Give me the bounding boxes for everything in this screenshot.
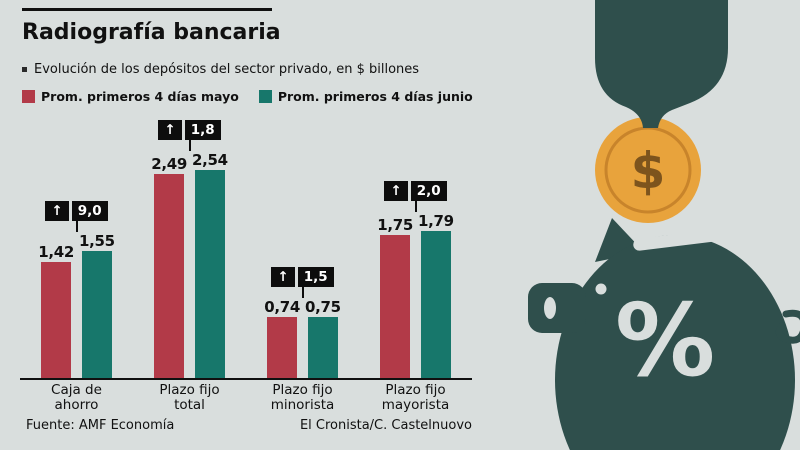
arrow-up-icon: ↑ xyxy=(271,266,295,287)
change-value: 9,0 xyxy=(71,200,108,221)
subtitle-text: Evolución de los depósitos del sector pr… xyxy=(34,62,420,77)
bar xyxy=(420,231,451,378)
change-badge: ↑ 1,8 xyxy=(158,119,221,140)
badge-connector xyxy=(301,286,304,298)
bar-value-label: 2,54 xyxy=(192,150,228,169)
legend-label-mayo: Prom. primeros 4 días mayo xyxy=(41,89,239,104)
legend-swatch-mayo-icon xyxy=(22,90,35,103)
change-value: 1,5 xyxy=(297,266,334,287)
legend-item-junio: Prom. primeros 4 días junio xyxy=(258,89,473,104)
change-badge: ↑ 1,5 xyxy=(271,266,334,287)
bar-column: 1,42 xyxy=(38,243,74,378)
bar-column: 2,49 xyxy=(151,155,187,378)
arrow-up-icon: ↑ xyxy=(158,119,182,140)
bar-value-label: 0,75 xyxy=(305,297,341,316)
bullet-icon xyxy=(22,67,27,72)
category-label: Plazo fijo minorista xyxy=(270,382,335,413)
hand-icon xyxy=(595,0,728,128)
author-credit: El Cronista/C. Castelnuovo xyxy=(299,418,472,433)
legend: Prom. primeros 4 días mayo Prom. primero… xyxy=(22,89,473,104)
arrow-up-icon: ↑ xyxy=(384,181,408,202)
top-rule xyxy=(22,8,272,11)
dollar-icon: $ xyxy=(631,142,666,200)
bar-value-label: 1,55 xyxy=(79,231,115,250)
change-value: 1,8 xyxy=(184,119,221,140)
bar-value-label: 1,79 xyxy=(418,212,454,231)
piggy-bank-illustration: $ % xyxy=(528,0,800,450)
bar-column: 2,54 xyxy=(192,151,228,378)
page-title: Radiografía bancaria xyxy=(22,20,281,45)
bar-value-label: 1,75 xyxy=(377,215,413,234)
pig-icon: % xyxy=(528,218,800,450)
badge-connector xyxy=(414,201,417,213)
legend-label-junio: Prom. primeros 4 días junio xyxy=(277,89,473,104)
bar-value-label: 1,42 xyxy=(38,242,74,261)
bar xyxy=(267,317,298,378)
legend-swatch-junio-icon xyxy=(258,90,272,103)
category-label: Caja de ahorro xyxy=(51,382,102,413)
bar-chart: ↑ 9,0 1,42 1,55 ↑ 1,8 2,49 2,54 ↑ 1,5 0,74 0,75 ↑ 2,0… xyxy=(20,88,472,380)
bar-group: ↑ 2,0 1,75 1,79 xyxy=(359,181,472,378)
bar-value-label: 2,49 xyxy=(151,154,187,173)
change-badge: ↑ 2,0 xyxy=(384,181,447,202)
bar-pair: 1,75 1,79 xyxy=(377,212,454,378)
bar-pair: 1,42 1,55 xyxy=(38,232,115,378)
percent-icon: % xyxy=(615,282,715,399)
bar-group: ↑ 9,0 1,42 1,55 xyxy=(20,200,133,378)
legend-item-mayo: Prom. primeros 4 días mayo xyxy=(22,89,239,104)
bar-group: ↑ 1,8 2,49 2,54 xyxy=(133,119,246,378)
x-axis-labels: Caja de ahorro Plazo fijo total Plazo fijo mi… xyxy=(20,383,472,413)
bar xyxy=(154,173,185,378)
change-value: 2,0 xyxy=(410,181,447,202)
bar-value-label: 0,74 xyxy=(264,298,300,317)
bar xyxy=(380,234,411,378)
bar-column: 1,75 xyxy=(377,215,413,378)
bar xyxy=(194,169,225,378)
bar-pair: 0,74 0,75 xyxy=(264,297,341,378)
bar xyxy=(307,316,338,378)
arrow-up-icon: ↑ xyxy=(45,200,69,221)
coin-slot-icon xyxy=(633,229,721,251)
bar-pair: 2,49 2,54 xyxy=(151,151,228,378)
bar-column: 0,75 xyxy=(305,297,341,378)
subtitle: Evolución de los depósitos del sector pr… xyxy=(22,62,419,77)
badge-connector xyxy=(75,220,78,232)
bar-column: 1,79 xyxy=(418,212,454,378)
source-credit: Fuente: AMF Economía xyxy=(26,418,175,433)
coin-icon: $ xyxy=(595,117,701,223)
category-label: Plazo fijo mayorista xyxy=(381,382,450,413)
bar xyxy=(81,250,112,378)
category-label: Plazo fijo total xyxy=(159,382,220,413)
bar-column: 0,74 xyxy=(264,298,300,378)
bar-group: ↑ 1,5 0,74 0,75 xyxy=(246,266,359,378)
bar-column: 1,55 xyxy=(79,232,115,378)
badge-connector xyxy=(188,139,191,151)
change-badge: ↑ 9,0 xyxy=(45,200,108,221)
bar xyxy=(41,261,72,378)
